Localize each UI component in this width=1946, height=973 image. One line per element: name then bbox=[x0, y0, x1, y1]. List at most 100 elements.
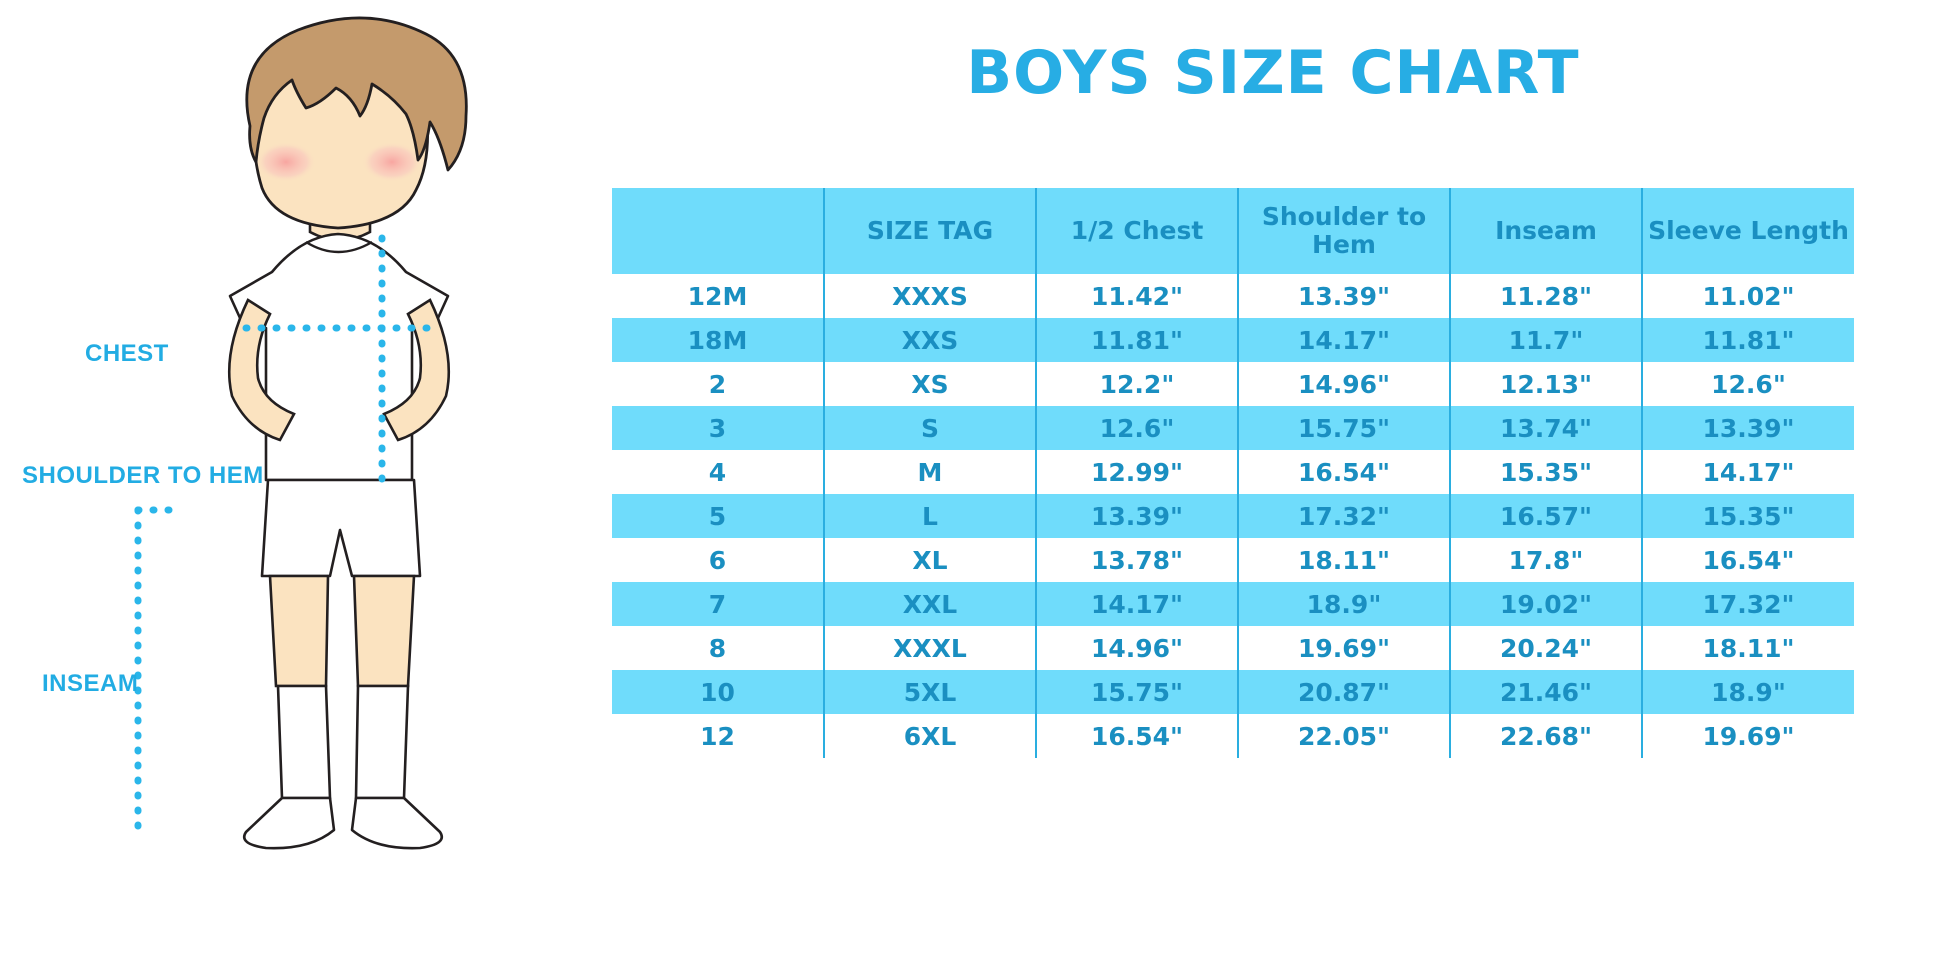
cell-half-chest: 16.54" bbox=[1035, 714, 1238, 758]
table-header-row: SIZE TAG 1/2 Chest Shoulder to Hem Insea… bbox=[612, 188, 1854, 274]
column-header-size bbox=[612, 188, 824, 274]
cell-inseam: 17.8" bbox=[1449, 538, 1642, 582]
shirt-shape bbox=[228, 232, 450, 482]
cell-size: 18M bbox=[612, 318, 824, 362]
table-row: 2 XS 12.2" 14.96" 12.13" 12.6" bbox=[612, 362, 1854, 406]
arm-right bbox=[382, 298, 451, 442]
cell-inseam: 12.13" bbox=[1449, 362, 1642, 406]
cell-shoulder-to-hem: 15.75" bbox=[1237, 406, 1450, 450]
cell-half-chest: 11.81" bbox=[1035, 318, 1238, 362]
cheek-right bbox=[362, 142, 422, 182]
thigh-left bbox=[268, 574, 330, 688]
table-row: 10 5XL 15.75" 20.87" 21.46" 18.9" bbox=[612, 670, 1854, 714]
cell-sleeve-length: 18.11" bbox=[1641, 626, 1854, 670]
label-chest: CHEST bbox=[85, 340, 169, 367]
cell-sleeve-length: 19.69" bbox=[1641, 714, 1854, 758]
cell-half-chest: 13.39" bbox=[1035, 494, 1238, 538]
cell-size-tag: XS bbox=[823, 362, 1036, 406]
cell-sleeve-length: 18.9" bbox=[1641, 670, 1854, 714]
column-header-shoulder-to-hem: Shoulder to Hem bbox=[1237, 188, 1450, 274]
column-header-half-chest: 1/2 Chest bbox=[1035, 188, 1238, 274]
cell-size: 5 bbox=[612, 494, 824, 538]
table-body: 12M XXXS 11.42" 13.39" 11.28" 11.02" 18M XXS 11.… bbox=[612, 274, 1854, 758]
table-row: 18M XXS 11.81" 14.17" 11.7" 11.81" bbox=[612, 318, 1854, 362]
cell-sleeve-length: 13.39" bbox=[1641, 406, 1854, 450]
cell-shoulder-to-hem: 22.05" bbox=[1237, 714, 1450, 758]
shoe-right bbox=[350, 796, 444, 850]
column-header-sleeve-length: Sleeve Length bbox=[1641, 188, 1854, 274]
cell-inseam: 16.57" bbox=[1449, 494, 1642, 538]
cell-half-chest: 14.96" bbox=[1035, 626, 1238, 670]
cell-inseam: 11.28" bbox=[1449, 274, 1642, 318]
cell-half-chest: 14.17" bbox=[1035, 582, 1238, 626]
cheek-left bbox=[256, 142, 316, 182]
cell-sleeve-length: 12.6" bbox=[1641, 362, 1854, 406]
cell-size-tag: 5XL bbox=[823, 670, 1036, 714]
cell-half-chest: 11.42" bbox=[1035, 274, 1238, 318]
cell-shoulder-to-hem: 19.69" bbox=[1237, 626, 1450, 670]
cell-sleeve-length: 11.02" bbox=[1641, 274, 1854, 318]
cell-size: 8 bbox=[612, 626, 824, 670]
cell-half-chest: 12.6" bbox=[1035, 406, 1238, 450]
shorts-shape bbox=[260, 478, 422, 578]
table-row: 5 L 13.39" 17.32" 16.57" 15.35" bbox=[612, 494, 1854, 538]
cell-size-tag: S bbox=[823, 406, 1036, 450]
sock-left bbox=[276, 684, 332, 800]
cell-half-chest: 12.2" bbox=[1035, 362, 1238, 406]
table-row: 4 M 12.99" 16.54" 15.35" 14.17" bbox=[612, 450, 1854, 494]
boy-figure-illustration: CHEST SHOULDER TO HEM INSEAM bbox=[0, 0, 600, 973]
cell-inseam: 22.68" bbox=[1449, 714, 1642, 758]
cell-size: 3 bbox=[612, 406, 824, 450]
cell-size: 12 bbox=[612, 714, 824, 758]
cell-sleeve-length: 15.35" bbox=[1641, 494, 1854, 538]
cell-shoulder-to-hem: 13.39" bbox=[1237, 274, 1450, 318]
page-title: BOYS SIZE CHART bbox=[966, 38, 1580, 108]
cell-sleeve-length: 17.32" bbox=[1641, 582, 1854, 626]
cell-shoulder-to-hem: 18.11" bbox=[1237, 538, 1450, 582]
table-row: 7 XXL 14.17" 18.9" 19.02" 17.32" bbox=[612, 582, 1854, 626]
cell-size: 4 bbox=[612, 450, 824, 494]
collar-line bbox=[305, 240, 373, 254]
column-header-size-tag: SIZE TAG bbox=[823, 188, 1036, 274]
cell-inseam: 13.74" bbox=[1449, 406, 1642, 450]
cell-sleeve-length: 11.81" bbox=[1641, 318, 1854, 362]
cell-half-chest: 15.75" bbox=[1035, 670, 1238, 714]
cell-size: 12M bbox=[612, 274, 824, 318]
cell-size-tag: L bbox=[823, 494, 1036, 538]
label-shoulder-to-hem: SHOULDER TO HEM bbox=[22, 462, 264, 489]
cell-inseam: 19.02" bbox=[1449, 582, 1642, 626]
cell-shoulder-to-hem: 16.54" bbox=[1237, 450, 1450, 494]
cell-size: 6 bbox=[612, 538, 824, 582]
cell-shoulder-to-hem: 14.17" bbox=[1237, 318, 1450, 362]
table-header: SIZE TAG 1/2 Chest Shoulder to Hem Insea… bbox=[612, 188, 1854, 274]
table-row: 8 XXXL 14.96" 19.69" 20.24" 18.11" bbox=[612, 626, 1854, 670]
cell-inseam: 15.35" bbox=[1449, 450, 1642, 494]
cell-inseam: 21.46" bbox=[1449, 670, 1642, 714]
cell-shoulder-to-hem: 18.9" bbox=[1237, 582, 1450, 626]
cell-inseam: 11.7" bbox=[1449, 318, 1642, 362]
boy-figure-svg bbox=[134, 16, 468, 850]
cell-size-tag: M bbox=[823, 450, 1036, 494]
arm-left bbox=[227, 298, 296, 442]
table-row: 12 6XL 16.54" 22.05" 22.68" 19.69" bbox=[612, 714, 1854, 758]
cell-size-tag: XXL bbox=[823, 582, 1036, 626]
cell-size: 7 bbox=[612, 582, 824, 626]
cell-sleeve-length: 16.54" bbox=[1641, 538, 1854, 582]
cell-half-chest: 13.78" bbox=[1035, 538, 1238, 582]
column-header-inseam: Inseam bbox=[1449, 188, 1642, 274]
hair-shape bbox=[245, 16, 468, 172]
cell-shoulder-to-hem: 20.87" bbox=[1237, 670, 1450, 714]
cell-size-tag: XXXS bbox=[823, 274, 1036, 318]
table-row: 12M XXXS 11.42" 13.39" 11.28" 11.02" bbox=[612, 274, 1854, 318]
cell-size-tag: 6XL bbox=[823, 714, 1036, 758]
size-chart-table-container: SIZE TAG 1/2 Chest Shoulder to Hem Insea… bbox=[612, 188, 1854, 758]
cell-size: 2 bbox=[612, 362, 824, 406]
cell-shoulder-to-hem: 17.32" bbox=[1237, 494, 1450, 538]
cell-size-tag: XL bbox=[823, 538, 1036, 582]
size-chart-table: SIZE TAG 1/2 Chest Shoulder to Hem Insea… bbox=[612, 188, 1854, 758]
label-inseam: INSEAM bbox=[42, 670, 139, 697]
cell-half-chest: 12.99" bbox=[1035, 450, 1238, 494]
cell-size-tag: XXS bbox=[823, 318, 1036, 362]
cell-size-tag: XXXL bbox=[823, 626, 1036, 670]
